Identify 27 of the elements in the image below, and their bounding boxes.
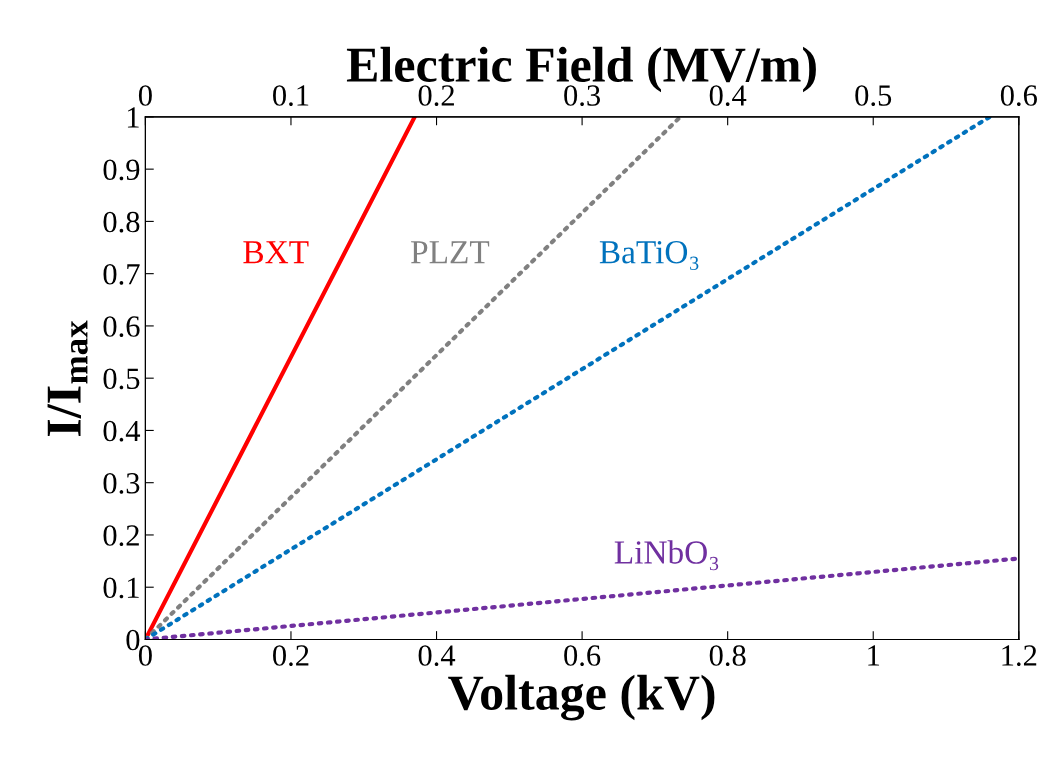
y-tick-label: 0.7 (103, 263, 140, 285)
y-tick-label: 0.1 (103, 577, 139, 599)
y-tick-label: 0.6 (103, 316, 140, 337)
y-tick-label: 1 (127, 107, 139, 128)
y-tick-label: 0 (126, 629, 140, 651)
x2-tick-label: 0.5 (855, 85, 892, 106)
y-tick-label: 0.4 (103, 420, 141, 442)
x-tick-label: 0.8 (709, 645, 746, 666)
y-tick-label: 0.2 (103, 525, 139, 546)
y-tick-label: 0.3 (103, 472, 140, 494)
y-tick-label: 0.5 (103, 368, 140, 390)
x2-tick-label: 0.1 (273, 85, 309, 106)
x2-tick-label: 0.6 (1000, 85, 1037, 106)
y-tick-label: 0.9 (103, 159, 140, 181)
series-label: LiNbO₃ (614, 540, 719, 571)
series-label: PLZT (411, 241, 490, 264)
x-tick-label: 0.4 (418, 645, 456, 666)
x-tick-label: 0.6 (564, 645, 601, 666)
series-label: BaTiO₃ (599, 241, 699, 271)
y-axis-title: I/I$_{max}$ (47, 320, 88, 436)
y-tick-label: 0.8 (103, 211, 140, 233)
x-tick-label: 1.2 (1002, 645, 1037, 666)
series-label: BXT (243, 241, 309, 264)
x2-tick-label: 0.3 (564, 85, 600, 106)
x-tick-label: 0.2 (273, 645, 309, 666)
x-tick-label: 1 (868, 645, 880, 666)
x-axis-title: Voltage (kV) (448, 674, 715, 721)
